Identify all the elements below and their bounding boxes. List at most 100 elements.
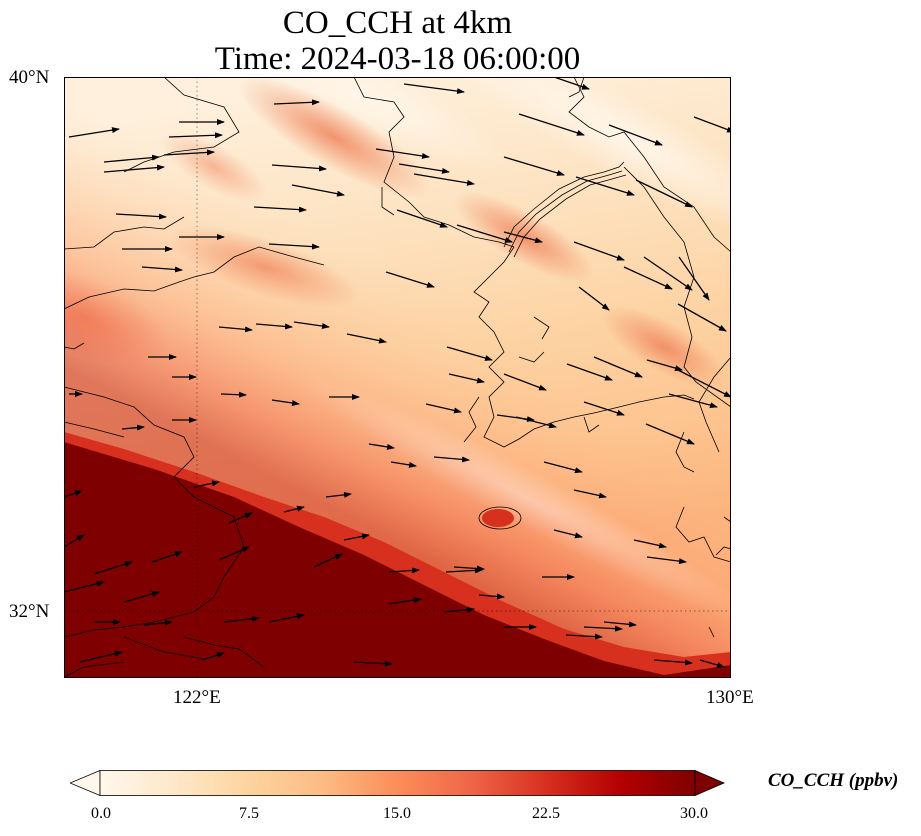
lat-label-32n: 32°N: [9, 601, 50, 622]
wind-vector: [583, 625, 623, 632]
wind-vector: [273, 99, 320, 106]
wind-vector: [103, 154, 160, 163]
wind-vector: [503, 231, 543, 244]
colorbar-tick-1: 7.5: [239, 805, 259, 822]
wind-vector: [677, 303, 727, 332]
wind-vector: [603, 621, 637, 628]
wind-vector: [553, 77, 590, 90]
wind-vector: [403, 83, 465, 95]
wind-vector: [79, 650, 123, 663]
wind-vector: [271, 164, 327, 172]
colorbar-tick-0: 0.0: [91, 805, 111, 822]
wind-vector: [645, 423, 695, 445]
map-time: Time: 2024-03-18 06:00:00: [214, 41, 581, 77]
wind-vector: [565, 633, 603, 640]
wind-vector: [325, 491, 352, 498]
wind-vector: [64, 490, 83, 498]
wind-vector: [608, 124, 663, 146]
co-field-saturated-region: [64, 442, 731, 678]
lat-label-40n: 40°N: [9, 67, 50, 88]
wind-vector: [566, 363, 613, 381]
colorbar-tick-3: 22.5: [532, 805, 560, 822]
wind-vector: [218, 326, 253, 333]
wind-vector: [515, 416, 557, 429]
gridlines: [64, 77, 731, 678]
wind-vector: [218, 546, 250, 561]
wind-vector: [291, 184, 345, 197]
colorbar: [68, 769, 726, 797]
wind-vector: [413, 173, 475, 186]
wind-vector: [425, 403, 462, 414]
colorbar-label: CO_CCH (ppbv): [768, 770, 899, 791]
wind-vector: [220, 391, 247, 398]
wind-vector: [573, 241, 625, 261]
wind-vector: [583, 401, 625, 416]
wind-vector: [623, 266, 673, 290]
wind-vector: [446, 346, 493, 361]
wind-vector: [543, 461, 583, 474]
wind-vector: [443, 606, 475, 613]
wind-vector: [496, 414, 535, 423]
wind-vector: [123, 591, 160, 603]
wind-vector: [313, 553, 343, 568]
wind-vector: [93, 561, 133, 575]
wind-vector: [255, 323, 293, 330]
coastlines: [64, 77, 731, 678]
wind-vector: [388, 597, 422, 605]
map-title: CO_CCH at 4km: [282, 5, 513, 41]
wind-vector: [653, 659, 693, 666]
wind-vector: [143, 619, 173, 626]
co-hotspot: [482, 509, 514, 527]
wind-vector: [385, 271, 435, 288]
wind-vector: [575, 176, 635, 196]
wind-vector: [503, 373, 547, 391]
wind-vector: [121, 424, 145, 431]
wind-vector: [573, 489, 607, 499]
wind-vector: [268, 613, 305, 623]
wind-vector: [635, 179, 693, 208]
wind-vector: [646, 556, 687, 565]
wind-vector: [64, 580, 105, 593]
wind-vector: [445, 567, 483, 574]
wind-vector: [368, 443, 395, 450]
wind-vector: [390, 461, 417, 468]
wind-vector: [518, 113, 585, 136]
wind-vector: [353, 660, 393, 667]
korea-coast: [463, 246, 695, 448]
wind-vector: [375, 148, 430, 159]
wind-vector: [64, 534, 85, 548]
wind-vector: [151, 551, 183, 563]
colorbar-tick-4: 30.0: [680, 805, 708, 822]
colorbar-tick-2: 15.0: [383, 805, 411, 822]
wind-vector: [283, 505, 305, 513]
wind-vector: [678, 256, 710, 301]
wind-vector: [398, 163, 450, 174]
colorbar-extend-min: [68, 769, 101, 797]
wind-vector: [115, 213, 167, 220]
wind-vector: [223, 615, 260, 623]
colorbar-gradient: [99, 770, 696, 796]
wind-vector: [228, 512, 253, 524]
wind-vector: [699, 659, 725, 668]
wind-vector: [68, 127, 120, 138]
wind-vector: [453, 565, 485, 572]
wind-vector: [503, 156, 565, 176]
wind-vector: [201, 652, 225, 661]
wind-vector: [693, 116, 731, 133]
wind-vector: [193, 480, 220, 488]
wind-vector: [103, 164, 165, 173]
wind-vector: [343, 533, 370, 541]
wind-vector: [271, 399, 300, 406]
wind-vector: [346, 333, 387, 344]
wind-vector: [168, 132, 223, 139]
lon-label-122e: 122°E: [173, 687, 221, 708]
wind-vector: [593, 356, 643, 378]
wind-vector: [646, 359, 683, 371]
wind-vector: [253, 206, 307, 213]
wind-vector: [643, 256, 693, 291]
wind-vector: [293, 321, 330, 329]
wind-vector: [633, 539, 667, 549]
wind-vector: [456, 224, 513, 243]
wind-vector: [578, 286, 610, 311]
wind-vector: [553, 529, 583, 539]
